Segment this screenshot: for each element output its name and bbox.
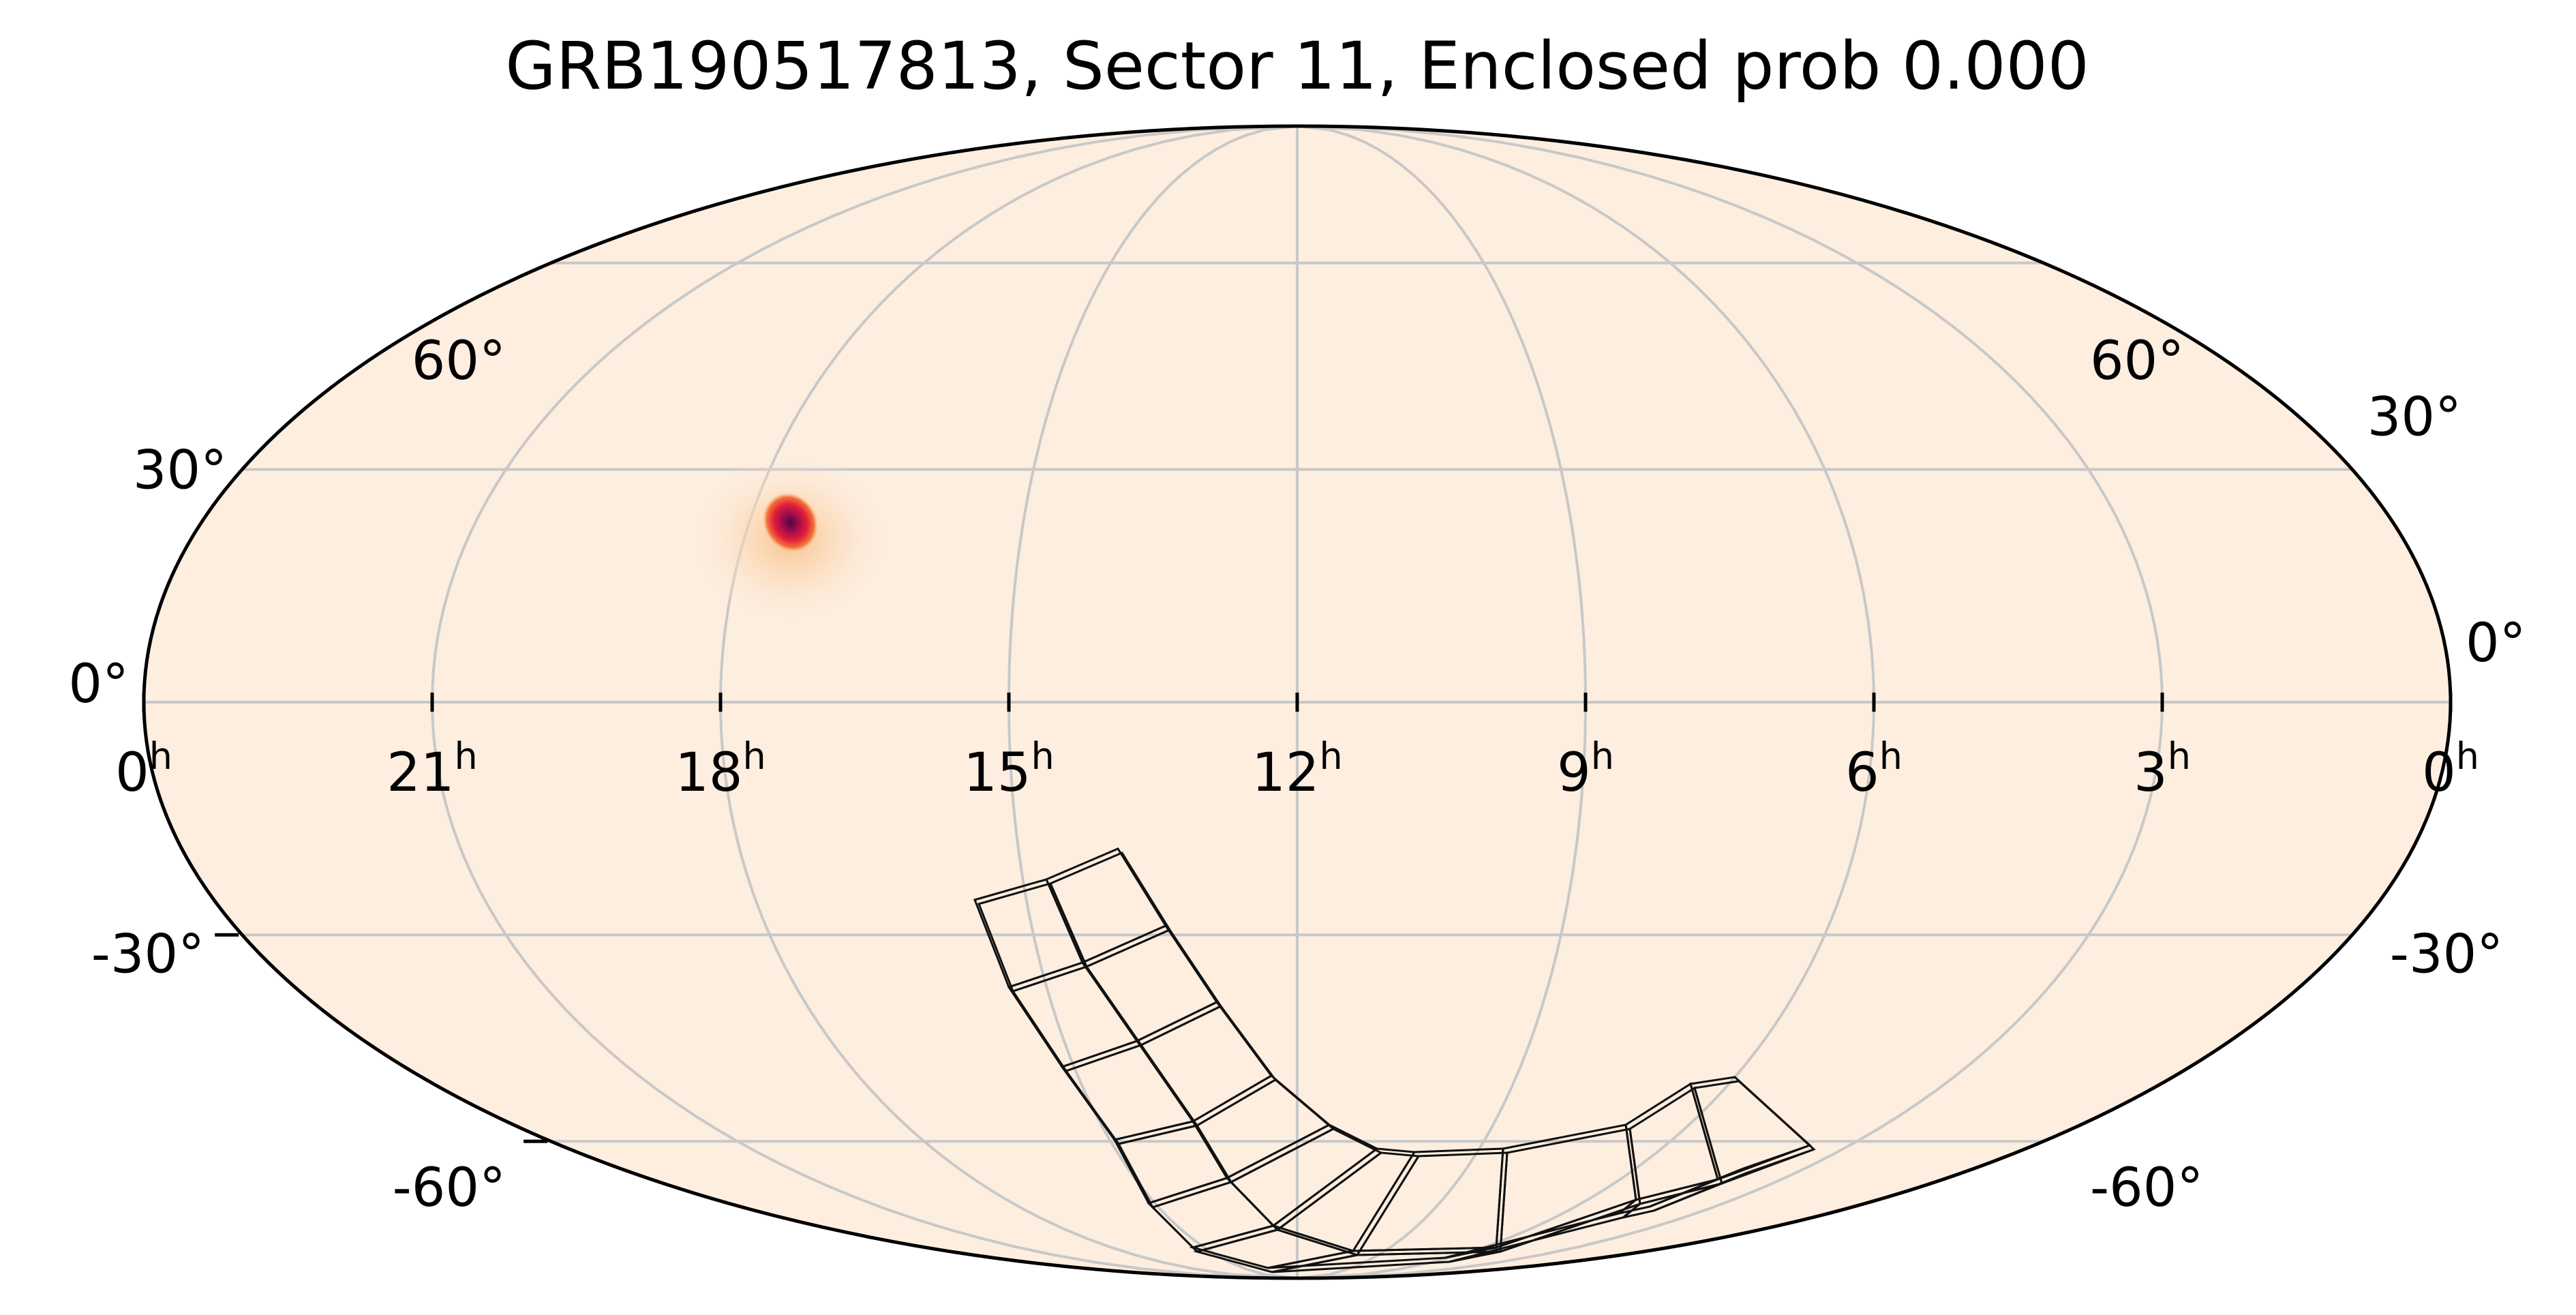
ra-tick-label: 15h xyxy=(963,735,1055,804)
dec-tick-label-right: -60° xyxy=(2090,1158,2203,1219)
dec-tick-label-left: 60° xyxy=(412,331,506,392)
dec-axis-labels: 60° 60° 30° 30° 0° 0° -30° -30° -60° -60° xyxy=(68,331,2526,1219)
ccd-tile-edge xyxy=(1693,1080,1816,1185)
dec-tick-label-right: 30° xyxy=(2367,387,2461,449)
dec-tick-label-left: -60° xyxy=(393,1158,506,1219)
ra-tick-label: 0h xyxy=(2422,735,2479,804)
ra-tick-label: 9h xyxy=(1557,735,1614,804)
dec-tick-label-right: -30° xyxy=(2390,924,2503,985)
ra-tick-label: 3h xyxy=(2134,735,2191,804)
dec-tick-label-right: 60° xyxy=(2090,331,2184,392)
dec-tick-label-left: 0° xyxy=(68,654,129,715)
dec-tick-label-left: 30° xyxy=(133,440,227,502)
ra-tick-label: 12h xyxy=(1252,735,1343,804)
ccd-tile xyxy=(1689,1076,1812,1181)
camera-4 xyxy=(1618,1076,1816,1219)
ra-tick-label: 6h xyxy=(1845,735,1903,804)
ra-tick-label: 21h xyxy=(387,735,478,804)
dec-tick-label-right: 0° xyxy=(2466,613,2526,674)
camera-3 xyxy=(1267,1123,1641,1273)
ra-tick-label: 0h xyxy=(115,735,172,804)
map-title: GRB190517813, Sector 11, Enclosed prob 0… xyxy=(505,28,2089,104)
dec-tick-label-left: -30° xyxy=(91,924,204,985)
tick-marks xyxy=(142,693,2453,1143)
tess-sector-footprint xyxy=(973,847,1816,1273)
probability-peak xyxy=(762,492,819,553)
ra-axis-labels: 0h 21h 18h 15h 12h 9h 6h 3h 0h xyxy=(115,735,2479,804)
ra-tick-label: 18h xyxy=(675,735,766,804)
grb-localization-region xyxy=(688,452,893,627)
